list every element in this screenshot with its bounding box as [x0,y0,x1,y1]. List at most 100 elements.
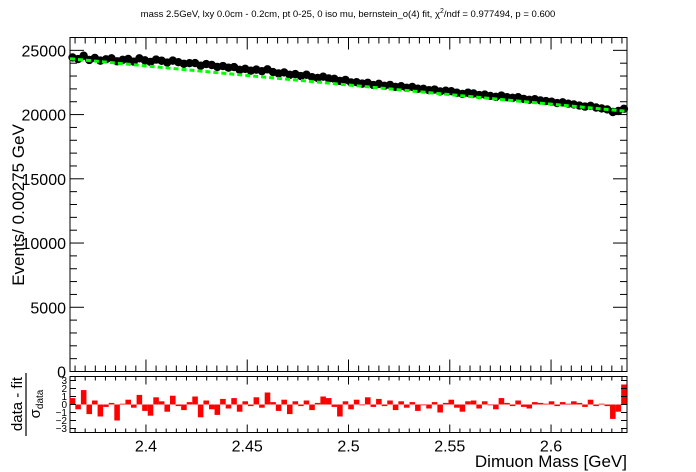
residual-bar [214,404,221,415]
residual-bar [359,404,365,406]
y-tick-label: 15000 [22,172,67,189]
residual-y-label-denominator: σdata [27,389,46,418]
residual-bar [220,398,226,405]
residual-bar [170,395,176,405]
residual-bar [420,404,427,406]
residual-bar [108,402,115,405]
residual-bar [621,384,627,405]
residual-bar [498,398,505,405]
residual-bar [571,401,577,405]
residual-bar [147,404,154,416]
x-tick-label: 2.6 [540,439,562,456]
main-x-axis-ticks [74,37,623,372]
residual-bar [442,402,449,405]
residual-x-axis: 2.4 2.45 2.5 2.55 2.6 [74,376,623,456]
residual-bar [598,403,605,405]
residual-bar [314,402,321,405]
residual-bar [515,400,521,405]
residual-bar [604,404,611,407]
residual-bar [431,402,438,405]
y-tick-label: 25000 [22,43,67,60]
residual-bar [476,404,482,409]
residual-bar [153,397,159,405]
residual-bar [470,400,477,405]
residual-bar [236,404,243,412]
residual-bar [554,404,560,407]
main-plot-frame [69,37,628,372]
residual-bar [487,404,494,406]
residual-bar [92,400,98,405]
x-tick-label: 2.4 [135,439,157,456]
residual-y-tick-label: −3 [56,424,68,435]
residual-bar [181,404,187,411]
residual-bar [370,404,377,407]
residual-bar [203,400,209,405]
residual-bar [481,401,488,405]
residual-bar [125,399,132,405]
residual-bar [454,404,460,408]
residual-y-tick-label: 0 [61,400,67,411]
residual-bar [448,399,455,405]
residual-bar [403,404,410,408]
residual-bar [409,402,416,405]
main-y-axis: 0 5000 10000 15000 20000 25000 [22,37,627,382]
residual-bar [348,404,354,410]
residual-y-tick-label: 1 [61,392,67,403]
residual-bar [593,404,599,407]
residual-bar [392,404,399,411]
residual-bar [353,399,360,405]
residual-bar [565,403,572,405]
residual-bar [576,402,583,405]
residual-bar [543,403,549,405]
residual-bar [548,401,555,405]
residual-bar [582,404,588,407]
residual-bar [537,402,544,405]
residual-bar [526,404,533,409]
residual-bar [387,400,393,405]
residual-y-tick-label: −1 [56,408,68,419]
residual-bar [426,404,432,409]
residual-bar [292,401,299,405]
data-points [68,51,629,117]
main-y-axis-label: Events/ 0.00275 GeV [9,124,28,286]
y-tick-label: 0 [57,365,66,382]
y-tick-label: 20000 [22,108,67,125]
residual-bar [275,404,282,411]
residual-bar [520,404,527,407]
x-tick-label: 2.55 [434,439,465,456]
residual-bar [325,398,332,405]
residual-y-tick-label: −2 [56,416,68,427]
residual-y-tick-label: 3 [61,376,67,387]
residual-bar [415,404,421,411]
residual-bar [80,390,87,405]
residual-bar [75,404,81,410]
residual-bar [465,401,471,405]
residual-y-axis-label: data - fit σdata [9,373,46,436]
residual-bar [532,402,538,405]
residual-bar [342,401,349,405]
residual-bar [231,398,237,405]
residual-bar [175,404,182,407]
residual-bar [376,398,382,405]
y-tick-label: 10000 [22,236,67,253]
residual-bar [247,404,254,407]
fit-curve [69,57,628,113]
residual-bar [86,404,93,415]
residual-bar [298,404,304,407]
residual-bar [381,404,388,407]
residual-bar [281,399,287,405]
residual-bar [364,397,371,405]
residual-bar [69,398,76,405]
residual-bar [253,397,260,405]
residual-bar [615,404,622,412]
residual-bar [509,404,516,407]
residual-bar [119,403,126,405]
y-tick-label: 5000 [30,300,66,317]
residual-bar [164,404,171,412]
residual-bar [559,402,566,405]
residual-bar [208,404,215,410]
fit-line [69,57,628,113]
residual-bar [337,404,343,417]
residual-bar [320,396,326,405]
residual-bar [136,394,143,405]
